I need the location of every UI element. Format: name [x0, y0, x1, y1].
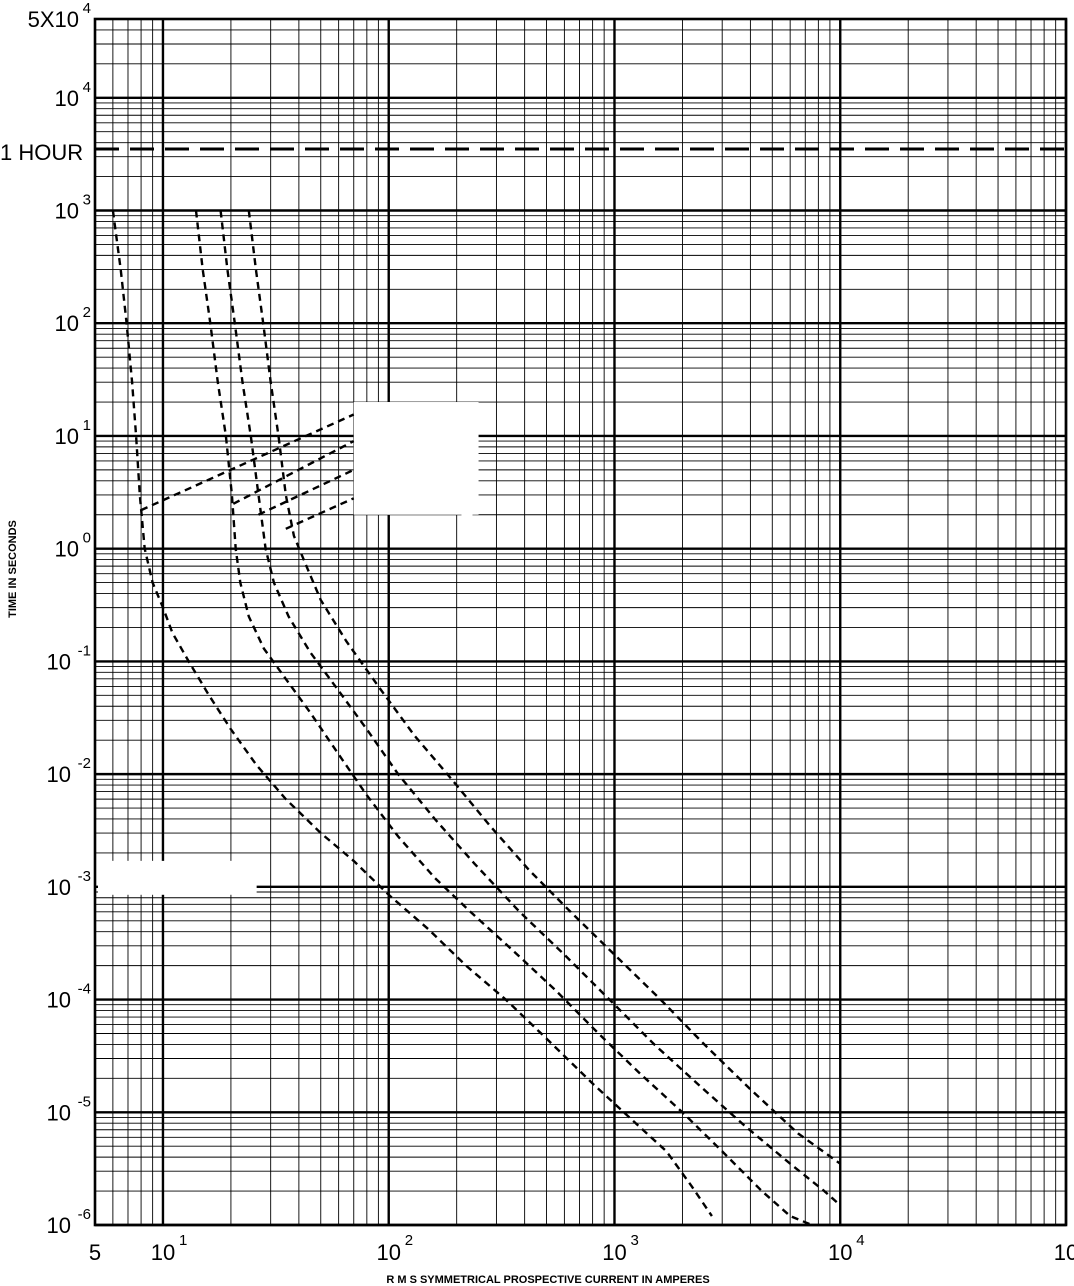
one-hour-reference: 1 HOUR: [0, 140, 1066, 165]
curve-8: [285, 497, 355, 530]
y-tick-label: 10: [47, 1100, 71, 1125]
y-tick-exponent: -3: [78, 868, 91, 885]
y-tick-exponent: -5: [78, 1093, 91, 1110]
blank-panel: [461, 446, 473, 533]
x-tick-exponent: 4: [856, 1232, 864, 1249]
y-tick-exponent: 4: [83, 0, 91, 17]
blank-panel: [353, 402, 479, 515]
y-tick-exponent: -2: [78, 755, 91, 772]
x-tick-label: 10: [376, 1240, 400, 1265]
y-tick-label: 10: [47, 875, 71, 900]
y-tick-exponent: -1: [78, 642, 91, 659]
y-tick-label: 10: [55, 199, 79, 224]
y-tick-exponent: 1: [83, 417, 91, 434]
grid: [94, 18, 1068, 1227]
y-tick-label: 10: [55, 537, 79, 562]
y-tick-label: 10: [47, 649, 71, 674]
blank-panel: [98, 860, 257, 895]
y-axis-title: TIME IN SECONDS: [7, 520, 19, 618]
x-tick-exponent: 3: [630, 1232, 638, 1249]
x-axis-title: R M S SYMMETRICAL PROSPECTIVE CURRENT IN…: [386, 1274, 709, 1286]
curve-2: [194, 210, 813, 1227]
x-tick-label: 10: [151, 1240, 175, 1265]
y-tick-exponent: 3: [83, 192, 91, 209]
x-tick-label: 10: [828, 1240, 852, 1265]
y-tick-label: 10: [47, 1213, 71, 1238]
y-tick-label: 10: [55, 86, 79, 111]
y-tick-exponent: -4: [78, 981, 91, 998]
x-tick-label: 5: [89, 1240, 101, 1265]
curve-1: [111, 210, 713, 1217]
x-tick-exponent: 1: [179, 1232, 187, 1249]
y-tick-exponent: 2: [83, 304, 91, 321]
plot-frame: [93, 17, 1068, 1227]
y-tick-exponent: 0: [83, 530, 91, 547]
curve-7: [257, 468, 355, 516]
curve-6: [232, 440, 355, 505]
y-tick-label: 10: [47, 762, 71, 787]
y-tick-labels: 5X10 410 410 310 210 110 010 -110 -210 -310 -410 -5…: [28, 0, 91, 1238]
curve-3: [219, 210, 841, 1207]
x-tick-label: 10: [602, 1240, 626, 1265]
y-tick-label: 10: [47, 988, 71, 1013]
curves: [111, 210, 841, 1227]
curve-5: [140, 413, 355, 512]
y-tick-exponent: 4: [83, 79, 91, 96]
y-tick-label: 5X10: [28, 7, 79, 32]
y-tick-exponent: -6: [78, 1206, 91, 1223]
blank-panels: [98, 402, 479, 895]
curve-4: [247, 210, 841, 1165]
one-hour-label: 1 HOUR: [0, 140, 83, 165]
x-tick-labels: 5101102103104105: [89, 1232, 1074, 1265]
x-tick-exponent: 2: [405, 1232, 413, 1249]
y-tick-label: 10: [55, 311, 79, 336]
y-tick-label: 10: [55, 424, 79, 449]
x-tick-label: 10: [1054, 1240, 1074, 1265]
